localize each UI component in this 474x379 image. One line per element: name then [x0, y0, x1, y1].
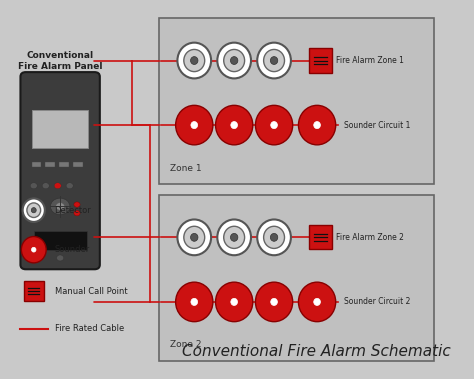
Circle shape [56, 203, 64, 210]
Text: Sounder Circuit 2: Sounder Circuit 2 [344, 298, 410, 306]
Ellipse shape [191, 233, 198, 241]
Ellipse shape [177, 219, 211, 255]
Ellipse shape [191, 298, 198, 305]
Ellipse shape [270, 56, 278, 64]
Ellipse shape [23, 199, 45, 222]
Text: Zone 2: Zone 2 [170, 340, 201, 349]
Bar [46, 163, 55, 167]
Ellipse shape [216, 282, 253, 322]
Ellipse shape [271, 122, 277, 128]
Ellipse shape [271, 298, 277, 305]
Ellipse shape [216, 105, 253, 145]
Text: Sounder: Sounder [55, 245, 90, 254]
Circle shape [74, 211, 80, 216]
Ellipse shape [299, 282, 336, 322]
Ellipse shape [231, 298, 237, 305]
Bar [59, 163, 69, 167]
Ellipse shape [264, 49, 284, 72]
Circle shape [66, 183, 73, 189]
Ellipse shape [314, 298, 320, 305]
FancyBboxPatch shape [309, 226, 332, 249]
Circle shape [50, 198, 70, 215]
Ellipse shape [255, 282, 292, 322]
Circle shape [30, 183, 37, 189]
Ellipse shape [21, 236, 46, 263]
Circle shape [56, 255, 64, 261]
Ellipse shape [176, 282, 213, 322]
Text: Zone 1: Zone 1 [170, 164, 201, 172]
Ellipse shape [184, 49, 205, 72]
FancyBboxPatch shape [309, 49, 332, 72]
Ellipse shape [191, 122, 198, 128]
Circle shape [74, 202, 80, 207]
FancyBboxPatch shape [20, 72, 100, 269]
Text: Fire Rated Cable: Fire Rated Cable [55, 324, 124, 333]
FancyBboxPatch shape [24, 281, 44, 301]
Ellipse shape [184, 226, 205, 249]
Ellipse shape [31, 208, 36, 213]
Ellipse shape [257, 43, 291, 78]
Text: Conventional
Fire Alarm Panel: Conventional Fire Alarm Panel [18, 51, 102, 71]
Text: Fire Alarm Zone 1: Fire Alarm Zone 1 [336, 56, 403, 65]
Bar [73, 163, 82, 167]
Ellipse shape [255, 105, 292, 145]
Ellipse shape [264, 226, 284, 249]
Bar [32, 163, 41, 167]
Ellipse shape [177, 43, 211, 78]
Text: Manual Call Point: Manual Call Point [55, 287, 127, 296]
Bar [159, 195, 434, 361]
Ellipse shape [191, 56, 198, 64]
Ellipse shape [231, 122, 237, 128]
Bar [34, 231, 87, 250]
Ellipse shape [27, 203, 41, 218]
Circle shape [42, 183, 49, 189]
Ellipse shape [299, 105, 336, 145]
Ellipse shape [224, 49, 245, 72]
Ellipse shape [31, 247, 36, 252]
Ellipse shape [230, 56, 238, 64]
Ellipse shape [270, 233, 278, 241]
Text: Sounder Circuit 1: Sounder Circuit 1 [344, 121, 410, 130]
Ellipse shape [176, 105, 213, 145]
Text: Detector: Detector [55, 206, 91, 215]
Bar [159, 18, 434, 184]
Ellipse shape [257, 219, 291, 255]
Ellipse shape [217, 43, 251, 78]
Ellipse shape [230, 233, 238, 241]
Circle shape [54, 183, 61, 189]
Bar [32, 111, 88, 148]
Ellipse shape [217, 219, 251, 255]
Ellipse shape [314, 122, 320, 128]
Ellipse shape [224, 226, 245, 249]
Text: Fire Alarm Zone 2: Fire Alarm Zone 2 [336, 233, 403, 242]
Text: Conventional Fire Alarm Schematic: Conventional Fire Alarm Schematic [182, 344, 451, 359]
